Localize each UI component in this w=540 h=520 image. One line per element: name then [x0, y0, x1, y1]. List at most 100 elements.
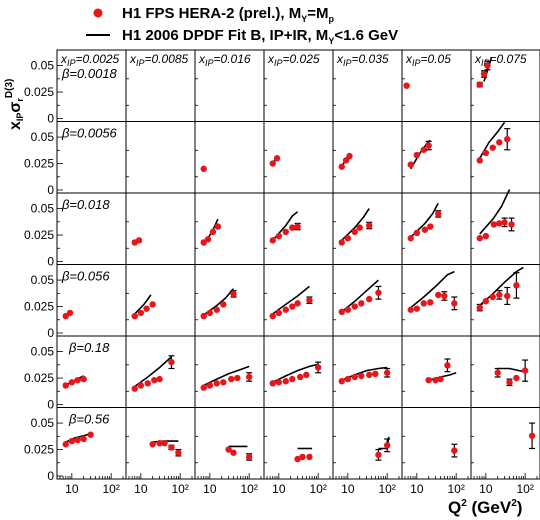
data-point: [489, 144, 496, 151]
data-point: [168, 358, 175, 366]
data-point: [344, 235, 352, 242]
x-tick-label: 10: [272, 482, 286, 496]
data-point: [137, 382, 145, 389]
x-tick-label: 10: [65, 482, 79, 496]
panel-frame: [401, 335, 472, 408]
data-point: [225, 446, 232, 453]
panel-frame: [332, 121, 403, 194]
data-point: [209, 228, 217, 236]
data-point: [432, 376, 439, 384]
data-point: [482, 298, 490, 305]
data-point: [68, 379, 76, 386]
data-point: [344, 375, 352, 383]
x-tick-label: 10: [203, 482, 217, 496]
panel-frame: [470, 192, 540, 265]
data-point: [344, 306, 352, 313]
data-point: [413, 151, 421, 159]
data-point: [425, 142, 432, 149]
data-point: [351, 373, 358, 381]
legend-label-data: H1 FPS HERA-2 (prel.), MY=Mp: [122, 5, 334, 24]
x-tick-label: 10²: [378, 482, 395, 496]
fit-curve: [134, 356, 172, 388]
panel-frame: [332, 407, 403, 480]
data-point: [338, 308, 345, 316]
y-tick-label: 0.025: [24, 371, 54, 385]
legend-label-fit: H1 2006 DPDF Fit B, IP+IR, MY<1.6 GeV: [122, 27, 398, 46]
column-label: xIP=0.075: [474, 52, 527, 68]
data-point: [161, 439, 168, 447]
panel-frame: [125, 264, 196, 337]
x-tick-label: 10²: [240, 482, 257, 496]
data-point: [351, 228, 358, 236]
x-tick-label: 10²: [171, 482, 188, 496]
data-point: [358, 372, 365, 380]
data-point: [80, 375, 87, 383]
y-tick-label: 0: [47, 112, 54, 126]
data-point: [451, 300, 458, 307]
x-tick-label: 10: [341, 482, 355, 496]
data-point: [427, 299, 434, 306]
data-point: [230, 290, 237, 298]
data-point: [489, 293, 496, 301]
row-label: β=0.56: [68, 412, 110, 427]
data-point: [206, 382, 214, 389]
data-point: [66, 309, 74, 317]
data-point: [143, 305, 150, 312]
data-point: [269, 160, 276, 167]
y-tick-label: 0.05: [31, 202, 55, 216]
data-point: [356, 224, 363, 231]
panel-frame: [401, 121, 472, 194]
x-tick-label: 10²: [102, 482, 119, 496]
x-tick-label: 10: [479, 482, 493, 496]
y-tick-label: 0.025: [24, 157, 54, 171]
data-point: [137, 309, 145, 317]
x-tick-label: 10²: [447, 482, 464, 496]
data-point: [220, 301, 227, 308]
fit-curve: [272, 363, 319, 384]
data-point: [482, 232, 490, 240]
row-label: β=0.018: [61, 197, 110, 212]
data-point: [407, 161, 414, 168]
data-point: [80, 435, 87, 443]
data-point: [383, 369, 391, 376]
data-point: [506, 379, 513, 386]
data-point: [282, 306, 289, 313]
data-point: [156, 439, 163, 447]
row-label: β=0.0018: [61, 66, 118, 81]
y-tick-label: 0: [47, 469, 54, 483]
panel-frame: [470, 264, 540, 337]
data-point: [269, 237, 276, 244]
panel-frame: [125, 121, 196, 194]
panel-frame: [194, 335, 265, 408]
data-point: [306, 453, 313, 461]
column-label: xIP=0.05: [405, 52, 451, 68]
data-point: [289, 375, 296, 383]
data-point: [213, 306, 220, 313]
x-tick-label: 10²: [309, 482, 326, 496]
data-point: [294, 300, 301, 307]
data-point: [425, 376, 432, 384]
column-label: xIP=0.025: [267, 52, 320, 68]
data-point: [62, 382, 69, 389]
data-point: [521, 367, 529, 374]
y-tick-label: 0.025: [24, 228, 54, 242]
column-label: xIP=0.0085: [129, 52, 189, 68]
data-point: [476, 304, 483, 311]
data-point: [346, 152, 353, 160]
data-point: [303, 371, 310, 379]
data-point: [175, 449, 182, 456]
data-point: [420, 146, 427, 153]
y-axis-title: xIPσrD(3): [4, 79, 25, 130]
panel-frame: [332, 335, 403, 408]
data-point: [366, 371, 373, 379]
data-point: [513, 282, 520, 289]
fit-curve: [410, 270, 455, 309]
data-point: [299, 453, 306, 461]
data-point: [435, 210, 442, 218]
data-point: [275, 309, 283, 317]
data-point: [135, 237, 143, 244]
data-point: [228, 375, 235, 383]
data-point: [245, 453, 253, 461]
data-point: [275, 379, 283, 386]
fit-curve: [203, 365, 250, 387]
